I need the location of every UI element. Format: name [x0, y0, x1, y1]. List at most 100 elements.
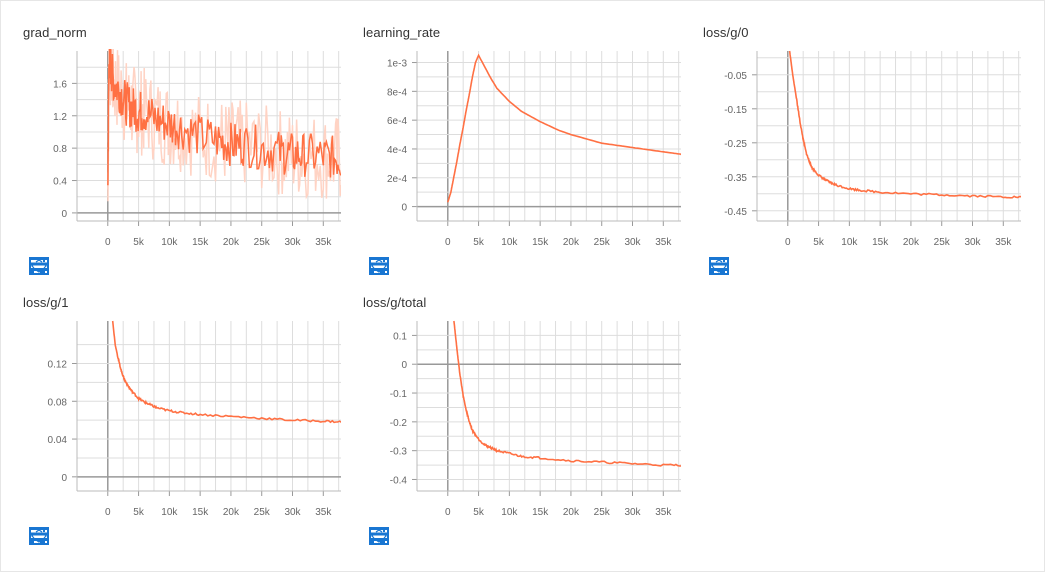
series-line: [111, 320, 341, 424]
fullscreen-icon[interactable]: [29, 487, 49, 543]
x-tick-label: 25k: [254, 237, 271, 246]
y-tick-label: -0.3: [390, 447, 408, 458]
chart-toolbar: [369, 487, 453, 545]
x-tick-label: 0: [445, 507, 451, 516]
x-tick-label: 15k: [532, 237, 549, 246]
toggle-log-icon[interactable]: [29, 487, 81, 541]
x-tick-label: 30k: [624, 507, 641, 516]
x-tick-label: 25k: [934, 237, 951, 246]
x-tick-label: 15k: [192, 507, 209, 516]
y-tick-label: 1.6: [53, 79, 67, 90]
x-tick-label: 35k: [995, 237, 1012, 246]
toggle-log-icon[interactable]: [369, 487, 421, 541]
y-tick-label: 4e-4: [387, 145, 407, 156]
x-tick-label: 35k: [655, 237, 672, 246]
y-tick-label: 0.4: [53, 177, 67, 188]
chart-card-loss-g-total: loss/g/total 0 5k 10k 15k 20k 25k 30k 35k -0.4 -0…: [341, 271, 681, 545]
x-tick-label: 30k: [284, 237, 301, 246]
fullscreen-icon[interactable]: [369, 487, 389, 543]
x-tick-label: 5k: [133, 237, 145, 246]
x-tick-label: 15k: [192, 237, 209, 246]
x-tick-label: 25k: [254, 507, 271, 516]
x-tick-label: 30k: [284, 507, 301, 516]
fit-domain-icon[interactable]: [369, 217, 453, 275]
x-tick-label: 15k: [532, 507, 549, 516]
x-tick-label: 30k: [624, 237, 641, 246]
x-tick-label: 10k: [161, 507, 178, 516]
x-tick-label: 10k: [501, 507, 518, 516]
fit-domain-icon[interactable]: [29, 217, 113, 275]
chart-title: loss/g/total: [363, 295, 427, 310]
x-tick-label: 10k: [161, 237, 178, 246]
y-tick-label: -0.45: [724, 207, 747, 218]
x-tick-label: 0: [105, 507, 111, 516]
toggle-log-icon[interactable]: [369, 217, 421, 271]
x-tick-label: 10k: [841, 237, 858, 246]
chart-toolbar: [29, 217, 113, 275]
y-tick-label: 0.8: [53, 144, 67, 155]
x-tick-label: 10k: [501, 237, 518, 246]
chart-plot: 0 5k 10k 15k 20k 25k 30k 35k 0 0.04 0.08 0.12: [48, 320, 341, 516]
chart-card-loss-g-0: loss/g/0 0 5k 10k 15k 20k 25k 30k 35k -0.45 -0.35…: [681, 1, 1021, 275]
chart-toolbar: [369, 217, 453, 275]
x-tick-label: 5k: [473, 237, 485, 246]
x-tick-label: 5k: [133, 507, 145, 516]
chart-card-learning-rate: learning_rate 0 5k 10k 15k 20k 25k 30k 35k 0 2e-4…: [341, 1, 681, 275]
x-tick-label: 0: [105, 237, 111, 246]
x-tick-label: 20k: [223, 507, 240, 516]
x-tick-label: 35k: [655, 507, 672, 516]
chart-toolbar: [709, 217, 793, 275]
chart-title: learning_rate: [363, 25, 441, 40]
y-tick-label: -0.35: [724, 173, 747, 184]
chart-plot: 0 5k 10k 15k 20k 25k 30k 35k -0.4 -0.3 -0.2 -0.1 0 0.…: [390, 320, 681, 516]
y-tick-label: -0.05: [724, 71, 747, 82]
chart-card-loss-g-1: loss/g/1 0 5k 10k 15k 20k 25k 30k 35k 0 0.04 0.08 0…: [1, 271, 341, 545]
chart-title: loss/g/1: [23, 295, 69, 310]
y-tick-label: 6e-4: [387, 116, 407, 127]
y-tick-label: 8e-4: [387, 87, 407, 98]
y-tick-label: -0.15: [724, 105, 747, 116]
y-tick-label: -0.2: [390, 418, 408, 429]
x-tick-label: 20k: [903, 237, 920, 246]
y-tick-label: 0: [61, 473, 67, 484]
series-line: [788, 50, 1021, 199]
toggle-log-icon[interactable]: [29, 217, 81, 271]
x-tick-label: 20k: [563, 237, 580, 246]
y-tick-label: 0: [61, 209, 67, 220]
chart-plot: 0 5k 10k 15k 20k 25k 30k 35k -0.45 -0.35 -0.25 -0.1…: [724, 50, 1021, 246]
y-tick-label: 2e-4: [387, 174, 407, 185]
x-tick-label: 5k: [473, 507, 485, 516]
series-line: [453, 320, 681, 467]
x-tick-label: 0: [785, 237, 791, 246]
y-tick-label: 0: [401, 203, 407, 214]
chart-plot: 0 5k 10k 15k 20k 25k 30k 35k 0 2e-4 4e-4 6e-4 8e-4 1e…: [387, 51, 681, 246]
chart-card-grad-norm: grad_norm 0 5k 10k 15k 20k 25k 30k 35k 0 0.4 0.8 1.…: [1, 1, 341, 275]
fit-domain-icon[interactable]: [369, 487, 453, 545]
y-tick-label: 0.12: [48, 360, 68, 371]
x-tick-label: 35k: [315, 507, 332, 516]
x-tick-label: 30k: [964, 237, 981, 246]
x-tick-label: 35k: [315, 237, 332, 246]
series-line: [107, 49, 341, 186]
fit-domain-icon[interactable]: [709, 217, 793, 275]
x-tick-label: 25k: [594, 507, 611, 516]
x-tick-label: 25k: [594, 237, 611, 246]
chart-toolbar: [29, 487, 113, 545]
toggle-log-icon[interactable]: [709, 217, 761, 271]
x-tick-label: 20k: [563, 507, 580, 516]
x-tick-label: 5k: [813, 237, 825, 246]
y-tick-label: 0.04: [48, 435, 68, 446]
chart-title: grad_norm: [23, 25, 87, 40]
y-tick-label: 1e-3: [387, 59, 407, 70]
y-tick-label: 1.2: [53, 112, 67, 123]
fit-domain-icon[interactable]: [29, 487, 113, 545]
x-tick-label: 20k: [223, 237, 240, 246]
series-line-raw: [107, 49, 341, 202]
chart-title: loss/g/0: [703, 25, 749, 40]
y-tick-label: -0.1: [390, 389, 408, 400]
series-line: [447, 53, 681, 203]
fullscreen-icon[interactable]: [29, 217, 49, 273]
fullscreen-icon[interactable]: [369, 217, 389, 273]
fullscreen-icon[interactable]: [709, 217, 729, 273]
chart-plot: 0 5k 10k 15k 20k 25k 30k 35k 0 0.4 0.8 1.2 1.6: [53, 49, 341, 246]
